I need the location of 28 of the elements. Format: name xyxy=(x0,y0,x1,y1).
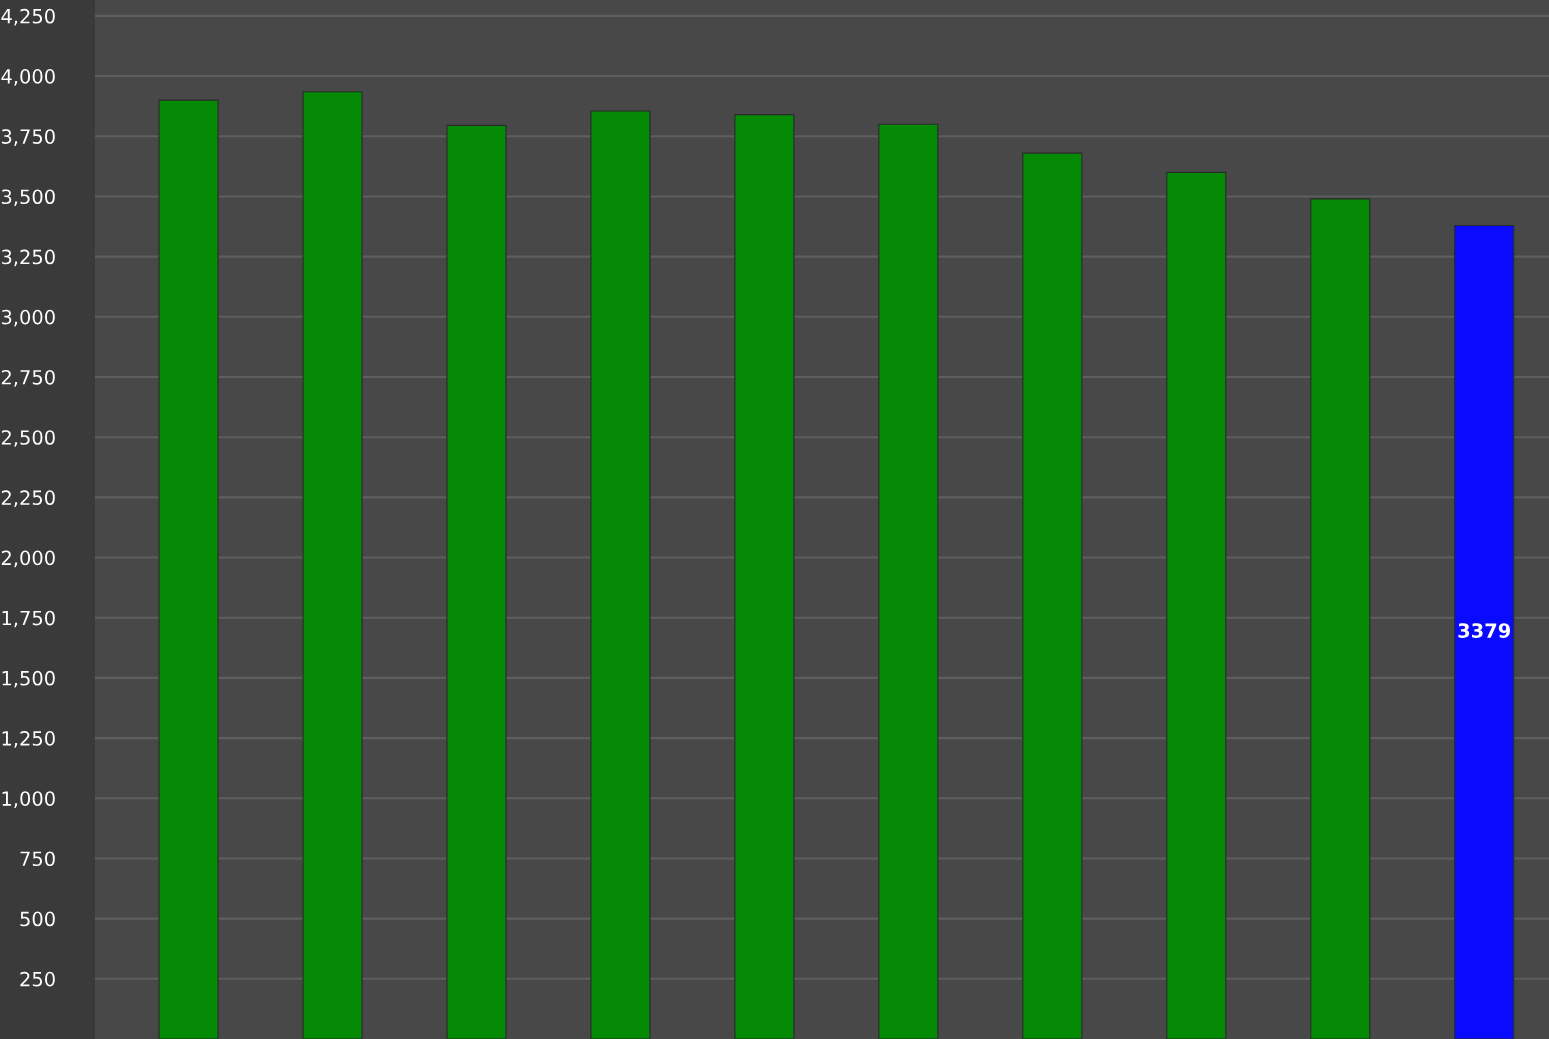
y-tick-label: 2,500 xyxy=(1,430,55,447)
y-tick-label: 2,750 xyxy=(1,369,55,387)
data-label: 3379 xyxy=(1458,623,1511,638)
y-tick-label: 2,250 xyxy=(1,490,55,507)
y-tick-label: 3,250 xyxy=(1,249,55,267)
bar xyxy=(446,124,507,1039)
y-tick-label: 250 xyxy=(20,971,55,987)
y-tick-label: 750 xyxy=(20,851,55,867)
bar xyxy=(302,91,363,1039)
y-tick-label: 3,000 xyxy=(1,309,55,327)
bar xyxy=(1022,152,1083,1039)
bar xyxy=(1454,225,1515,1039)
y-tick-label: 500 xyxy=(20,911,55,927)
y-tick-label: 1,500 xyxy=(2,670,55,688)
bar xyxy=(1166,171,1227,1039)
y-tick-label: 1,000 xyxy=(2,791,55,808)
bar xyxy=(734,114,795,1039)
bar xyxy=(878,123,939,1039)
bar xyxy=(1310,198,1371,1039)
y-tick-label: 1,750 xyxy=(2,610,55,628)
y-tick-label: 4,000 xyxy=(1,69,55,86)
y-tick-label: 3,500 xyxy=(1,189,55,207)
y-tick-label: 1,250 xyxy=(2,731,55,748)
y-tick-label: 3,750 xyxy=(1,129,55,146)
bar xyxy=(590,110,651,1039)
y-tick-label: 4,250 xyxy=(1,8,55,26)
bar xyxy=(158,99,219,1039)
y-tick-label: 2,000 xyxy=(1,550,55,568)
